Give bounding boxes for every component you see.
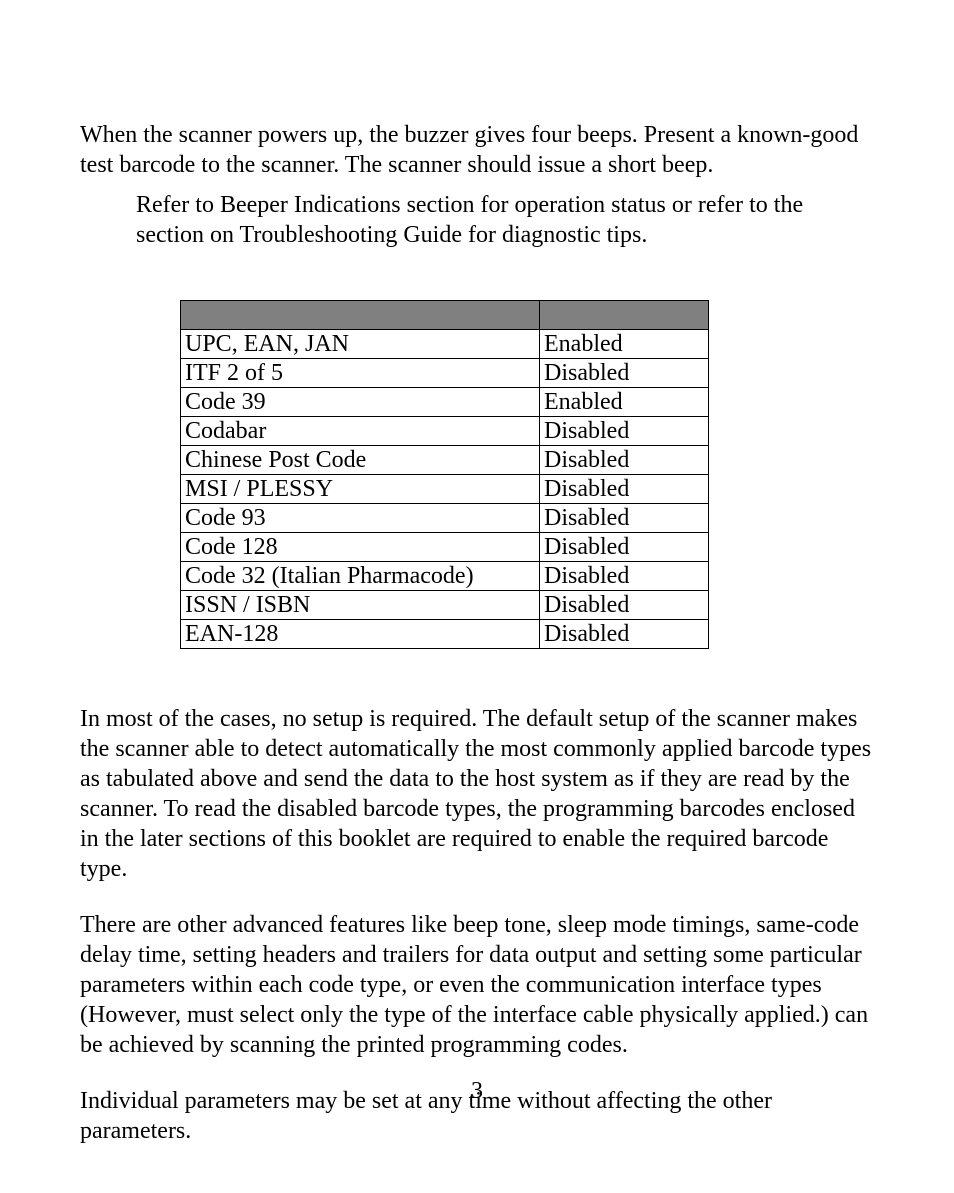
cell-type: Code 32 (Italian Pharmacode): [181, 562, 540, 591]
document-page: When the scanner powers up, the buzzer g…: [0, 0, 954, 1193]
cell-type: MSI / PLESSY: [181, 475, 540, 504]
barcode-table-container: UPC, EAN, JAN Enabled ITF 2 of 5 Disable…: [180, 300, 874, 649]
table-row: Code 39 Enabled: [181, 388, 709, 417]
table-row: UPC, EAN, JAN Enabled: [181, 330, 709, 359]
table-row: Chinese Post Code Disabled: [181, 446, 709, 475]
cell-status: Disabled: [540, 475, 709, 504]
cell-type: Codabar: [181, 417, 540, 446]
cell-status: Disabled: [540, 359, 709, 388]
paragraph-advanced: There are other advanced features like b…: [80, 910, 874, 1060]
cell-status: Enabled: [540, 330, 709, 359]
table-row: Code 128 Disabled: [181, 533, 709, 562]
table-row: EAN-128 Disabled: [181, 620, 709, 649]
page-number: 3: [0, 1078, 954, 1105]
table-row: Code 32 (Italian Pharmacode) Disabled: [181, 562, 709, 591]
cell-status: Disabled: [540, 591, 709, 620]
cell-type: Code 128: [181, 533, 540, 562]
cell-status: Disabled: [540, 533, 709, 562]
table-row: Codabar Disabled: [181, 417, 709, 446]
cell-type: Chinese Post Code: [181, 446, 540, 475]
cell-type: ISSN / ISBN: [181, 591, 540, 620]
paragraph-intro-indent: Refer to Beeper Indications section for …: [80, 190, 874, 250]
paragraph-setup: In most of the cases, no setup is requir…: [80, 704, 874, 884]
cell-type: ITF 2 of 5: [181, 359, 540, 388]
table-header-type: [181, 301, 540, 330]
cell-status: Disabled: [540, 504, 709, 533]
paragraph-intro: When the scanner powers up, the buzzer g…: [80, 120, 874, 180]
table-header-row: [181, 301, 709, 330]
cell-status: Enabled: [540, 388, 709, 417]
table-row: MSI / PLESSY Disabled: [181, 475, 709, 504]
cell-status: Disabled: [540, 417, 709, 446]
table-row: ISSN / ISBN Disabled: [181, 591, 709, 620]
cell-type: Code 93: [181, 504, 540, 533]
cell-type: Code 39: [181, 388, 540, 417]
cell-status: Disabled: [540, 562, 709, 591]
cell-status: Disabled: [540, 620, 709, 649]
table-row: Code 93 Disabled: [181, 504, 709, 533]
cell-type: EAN-128: [181, 620, 540, 649]
table-row: ITF 2 of 5 Disabled: [181, 359, 709, 388]
cell-status: Disabled: [540, 446, 709, 475]
cell-type: UPC, EAN, JAN: [181, 330, 540, 359]
table-header-status: [540, 301, 709, 330]
barcode-table: UPC, EAN, JAN Enabled ITF 2 of 5 Disable…: [180, 300, 709, 649]
